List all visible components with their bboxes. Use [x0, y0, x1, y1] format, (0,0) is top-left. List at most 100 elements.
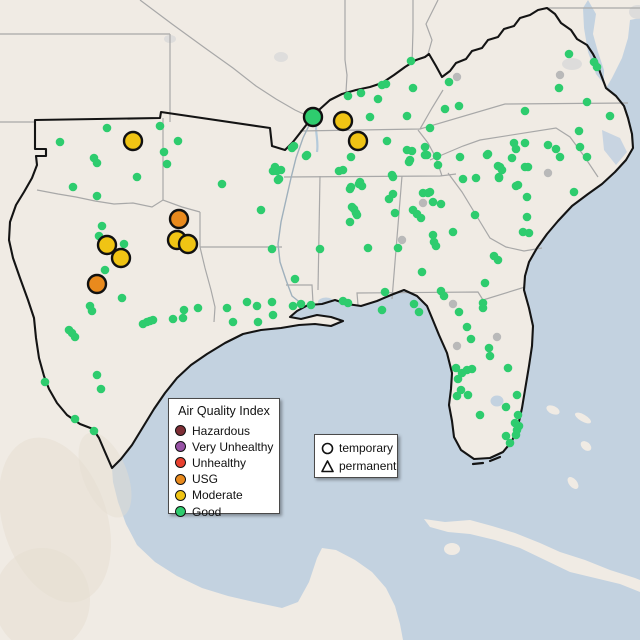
station-dot-good[interactable]: [485, 351, 495, 361]
station-dot-good[interactable]: [268, 310, 278, 320]
station-dot-good[interactable]: [520, 138, 530, 148]
station-dot-good[interactable]: [554, 83, 564, 93]
station-dot-good[interactable]: [347, 202, 357, 212]
station-dot-good[interactable]: [102, 123, 112, 133]
station-dot-good[interactable]: [96, 384, 106, 394]
station-dot-good[interactable]: [505, 438, 515, 448]
station-dot-good[interactable]: [501, 402, 511, 412]
station-dot-missing[interactable]: [418, 198, 428, 208]
station-dot-good[interactable]: [414, 307, 424, 317]
station-dot-good[interactable]: [605, 111, 615, 121]
station-dot-good[interactable]: [92, 370, 102, 380]
station-dot-good[interactable]: [381, 79, 391, 89]
station-dot-missing[interactable]: [452, 72, 462, 82]
station-dot-good[interactable]: [511, 430, 521, 440]
station-dot-good[interactable]: [70, 332, 80, 342]
station-dot-good[interactable]: [493, 255, 503, 265]
station-dot-good[interactable]: [417, 267, 427, 277]
station-dot-good[interactable]: [494, 172, 504, 182]
station-marker-usg[interactable]: [168, 208, 190, 230]
station-marker-moderate[interactable]: [96, 234, 118, 256]
station-dot-good[interactable]: [512, 390, 522, 400]
station-dot-good[interactable]: [451, 363, 461, 373]
station-dot-good[interactable]: [555, 152, 565, 162]
station-dot-good[interactable]: [119, 239, 129, 249]
station-dot-good[interactable]: [436, 199, 446, 209]
station-dot-good[interactable]: [253, 317, 263, 327]
station-marker-usg[interactable]: [86, 273, 108, 295]
station-dot-good[interactable]: [168, 314, 178, 324]
station-dot-good[interactable]: [365, 112, 375, 122]
station-dot-good[interactable]: [306, 300, 316, 310]
station-dot-good[interactable]: [97, 221, 107, 231]
station-dot-good[interactable]: [117, 293, 127, 303]
station-dot-good[interactable]: [551, 144, 561, 154]
station-dot-good[interactable]: [315, 244, 325, 254]
station-marker-good[interactable]: [302, 106, 324, 128]
station-dot-good[interactable]: [252, 301, 262, 311]
station-dot-good[interactable]: [270, 162, 280, 172]
station-dot-good[interactable]: [501, 431, 511, 441]
station-dot-good[interactable]: [439, 291, 449, 301]
station-dot-good[interactable]: [274, 174, 284, 184]
station-dot-good[interactable]: [522, 212, 532, 222]
station-dot-good[interactable]: [454, 307, 464, 317]
station-dot-good[interactable]: [470, 210, 480, 220]
station-dot-good[interactable]: [357, 181, 367, 191]
station-dot-good[interactable]: [497, 165, 507, 175]
station-dot-good[interactable]: [522, 192, 532, 202]
station-dot-good[interactable]: [463, 390, 473, 400]
station-dot-good[interactable]: [70, 414, 80, 424]
station-dot-good[interactable]: [356, 88, 366, 98]
station-dot-good[interactable]: [162, 159, 172, 169]
station-dot-good[interactable]: [511, 144, 521, 154]
station-dot-good[interactable]: [406, 56, 416, 66]
station-dot-good[interactable]: [173, 136, 183, 146]
station-dot-good[interactable]: [380, 287, 390, 297]
station-dot-good[interactable]: [503, 363, 513, 373]
station-dot-good[interactable]: [40, 377, 50, 387]
station-dot-good[interactable]: [433, 160, 443, 170]
station-dot-missing[interactable]: [397, 235, 407, 245]
station-dot-good[interactable]: [393, 243, 403, 253]
station-marker-moderate[interactable]: [177, 233, 199, 255]
station-dot-good[interactable]: [592, 62, 602, 72]
station-dot-good[interactable]: [382, 136, 392, 146]
station-dot-good[interactable]: [409, 299, 419, 309]
station-dot-good[interactable]: [178, 313, 188, 323]
station-dot-good[interactable]: [92, 191, 102, 201]
station-dot-good[interactable]: [377, 305, 387, 315]
station-dot-good[interactable]: [256, 205, 266, 215]
station-dot-good[interactable]: [511, 181, 521, 191]
station-dot-good[interactable]: [582, 152, 592, 162]
station-dot-good[interactable]: [290, 274, 300, 284]
station-dot-good[interactable]: [524, 228, 534, 238]
station-dot-good[interactable]: [193, 303, 203, 313]
station-dot-good[interactable]: [390, 208, 400, 218]
station-dot-good[interactable]: [431, 241, 441, 251]
station-dot-missing[interactable]: [555, 70, 565, 80]
station-dot-good[interactable]: [345, 217, 355, 227]
station-dot-good[interactable]: [425, 123, 435, 133]
station-dot-good[interactable]: [444, 77, 454, 87]
station-dot-good[interactable]: [507, 153, 517, 163]
station-dot-good[interactable]: [155, 121, 165, 131]
station-dot-good[interactable]: [132, 172, 142, 182]
station-dot-good[interactable]: [228, 317, 238, 327]
station-dot-good[interactable]: [428, 197, 438, 207]
station-dot-good[interactable]: [408, 83, 418, 93]
station-dot-good[interactable]: [428, 230, 438, 240]
station-dot-missing[interactable]: [543, 168, 553, 178]
station-marker-moderate[interactable]: [110, 247, 132, 269]
station-dot-good[interactable]: [179, 305, 189, 315]
station-dot-good[interactable]: [569, 187, 579, 197]
station-dot-good[interactable]: [423, 188, 433, 198]
station-dot-good[interactable]: [574, 126, 584, 136]
station-marker-moderate[interactable]: [347, 130, 369, 152]
station-dot-good[interactable]: [100, 265, 110, 275]
station-dot-good[interactable]: [484, 343, 494, 353]
station-dot-good[interactable]: [222, 303, 232, 313]
station-dot-good[interactable]: [68, 182, 78, 192]
station-dot-good[interactable]: [475, 410, 485, 420]
station-dot-good[interactable]: [453, 374, 463, 384]
